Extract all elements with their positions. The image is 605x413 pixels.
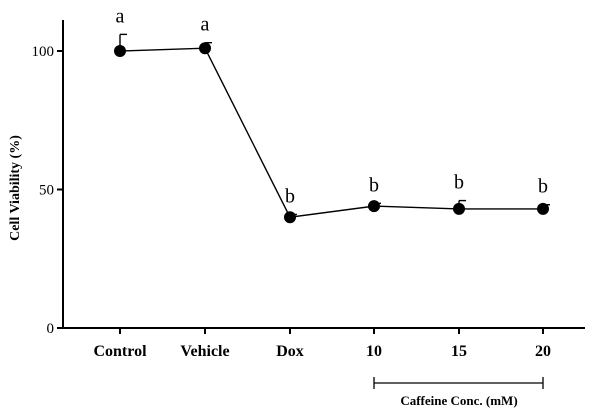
data-point	[284, 211, 296, 224]
x-tick-label: 10	[366, 343, 382, 360]
data-point	[537, 202, 549, 215]
significance-letter: a	[116, 5, 125, 27]
y-tick-label: 0	[47, 321, 55, 337]
data-point	[368, 200, 380, 213]
x-tick-label: Vehicle	[180, 343, 229, 360]
x-tick-label: Dox	[276, 343, 304, 360]
x-tick-label: Control	[93, 343, 147, 360]
data-point	[114, 45, 126, 57]
series-line	[119, 47, 543, 218]
axes: 0 50 100 Control Vehicle Dox 10 15 20	[32, 20, 585, 360]
y-axis-label: Cell Viability (%)	[8, 135, 23, 241]
data-point	[199, 42, 211, 55]
significance-letter: b	[538, 176, 548, 198]
plot-area: a a b b b b	[114, 5, 550, 224]
significance-letter: b	[369, 174, 379, 196]
y-tick-label: 50	[39, 183, 54, 199]
x-tick-label: 15	[451, 343, 467, 360]
significance-letter: a	[201, 14, 210, 36]
y-tick-label: 100	[32, 44, 55, 60]
significance-letter: b	[285, 185, 295, 207]
x-tick-label: 20	[535, 343, 551, 360]
data-point	[453, 202, 465, 215]
significance-letter: b	[454, 172, 464, 194]
caffeine-bracket: Caffeine Conc. (mM)	[373, 377, 544, 408]
bracket-label: Caffeine Conc. (mM)	[400, 393, 517, 408]
